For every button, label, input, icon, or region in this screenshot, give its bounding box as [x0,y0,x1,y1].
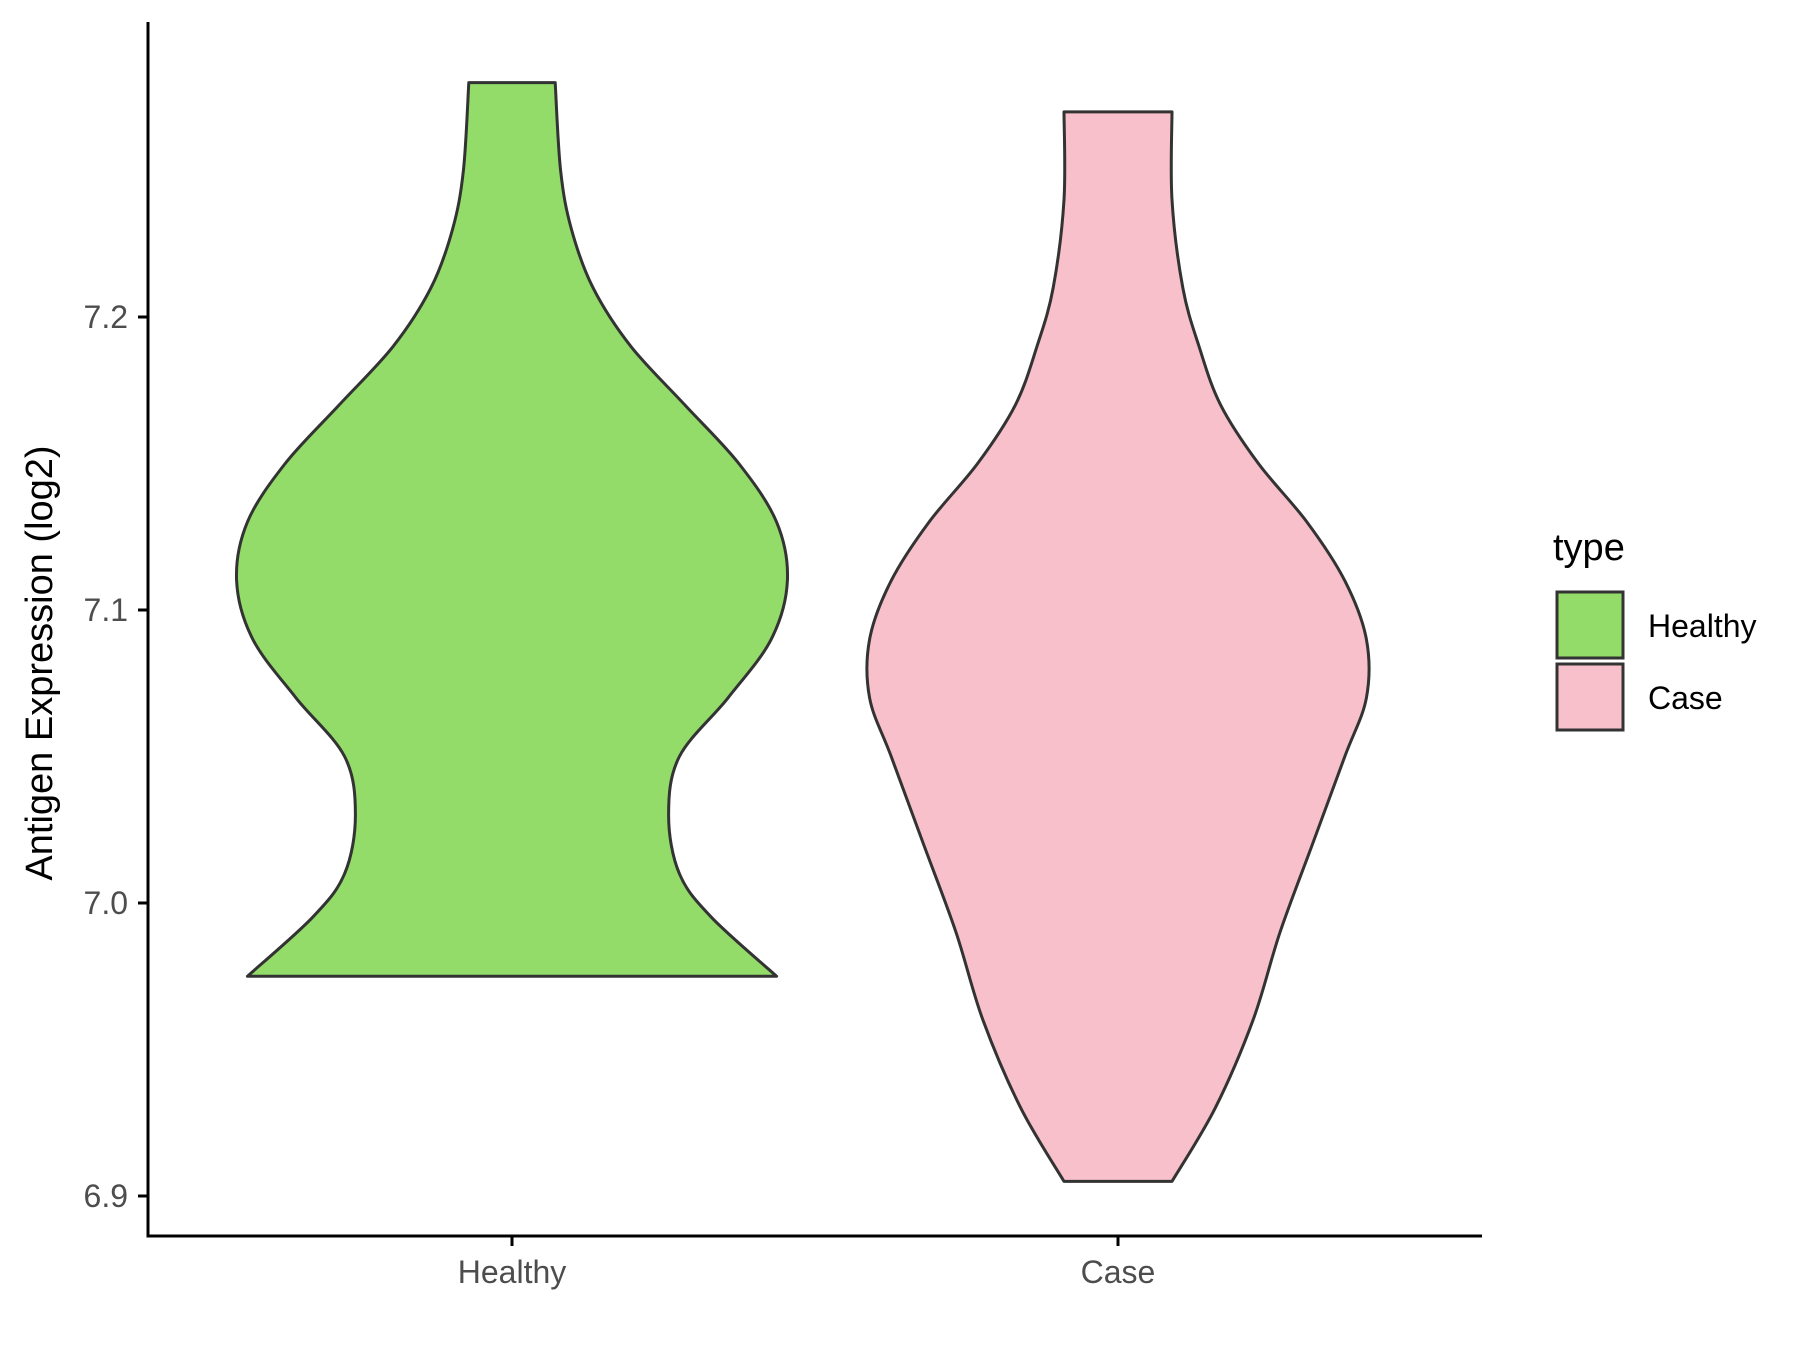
y-tick-label: 7.1 [84,592,128,628]
violin-case [865,110,1371,1183]
y-tick-label: 7.0 [84,885,128,921]
y-axis-title: Antigen Expression (log2) [19,445,61,880]
violin-healthy [234,81,790,978]
legend-key-case [1555,662,1625,732]
x-ticks: Healthy Case [458,1236,1156,1290]
legend-title: type [1553,527,1625,569]
violins-layer [234,81,1371,1183]
y-tick-label: 7.2 [84,299,128,335]
legend-label-healthy: Healthy [1648,608,1757,644]
legend: type Healthy Case [1553,527,1757,732]
legend-key-healthy [1555,590,1625,660]
x-tick-label: Healthy [458,1254,567,1290]
x-tick-label: Case [1081,1254,1156,1290]
axes-layer [146,22,1482,1238]
y-tick-label: 6.9 [84,1178,128,1214]
y-ticks: 6.9 7.0 7.1 7.2 [84,299,148,1214]
legend-label-case: Case [1648,680,1723,716]
